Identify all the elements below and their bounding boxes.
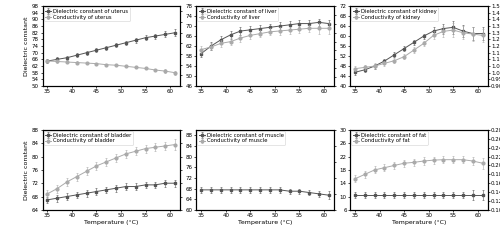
Text: (f): (f) [356,132,364,141]
Y-axis label: Dielectric constant: Dielectric constant [24,140,29,200]
Legend: Dielectric constant of liver, Conductivity of liver: Dielectric constant of liver, Conductivi… [198,7,278,21]
X-axis label: Temperature (°C): Temperature (°C) [238,220,292,225]
X-axis label: Temperature (°C): Temperature (°C) [84,220,138,225]
Text: (e): (e) [202,132,212,141]
Text: (c): (c) [356,9,366,18]
X-axis label: Temperature (°C): Temperature (°C) [392,220,446,225]
Legend: Dielectric constant of muscle, Conductivity of muscle: Dielectric constant of muscle, Conductiv… [198,131,286,145]
Legend: Dielectric constant of uterus, Conductivity of uterus: Dielectric constant of uterus, Conductiv… [44,7,130,21]
Legend: Dielectric constant of kidney, Conductivity of kidney: Dielectric constant of kidney, Conductiv… [351,7,438,21]
Text: (b): (b) [202,9,212,18]
Legend: Dielectric constant of fat, Conductivity of fat: Dielectric constant of fat, Conductivity… [351,131,428,145]
Y-axis label: Dielectric constant: Dielectric constant [24,16,29,76]
Text: (d): (d) [48,132,59,141]
Legend: Dielectric constant of bladder, Conductivity of bladder: Dielectric constant of bladder, Conducti… [44,131,133,145]
Text: (a): (a) [48,9,58,18]
